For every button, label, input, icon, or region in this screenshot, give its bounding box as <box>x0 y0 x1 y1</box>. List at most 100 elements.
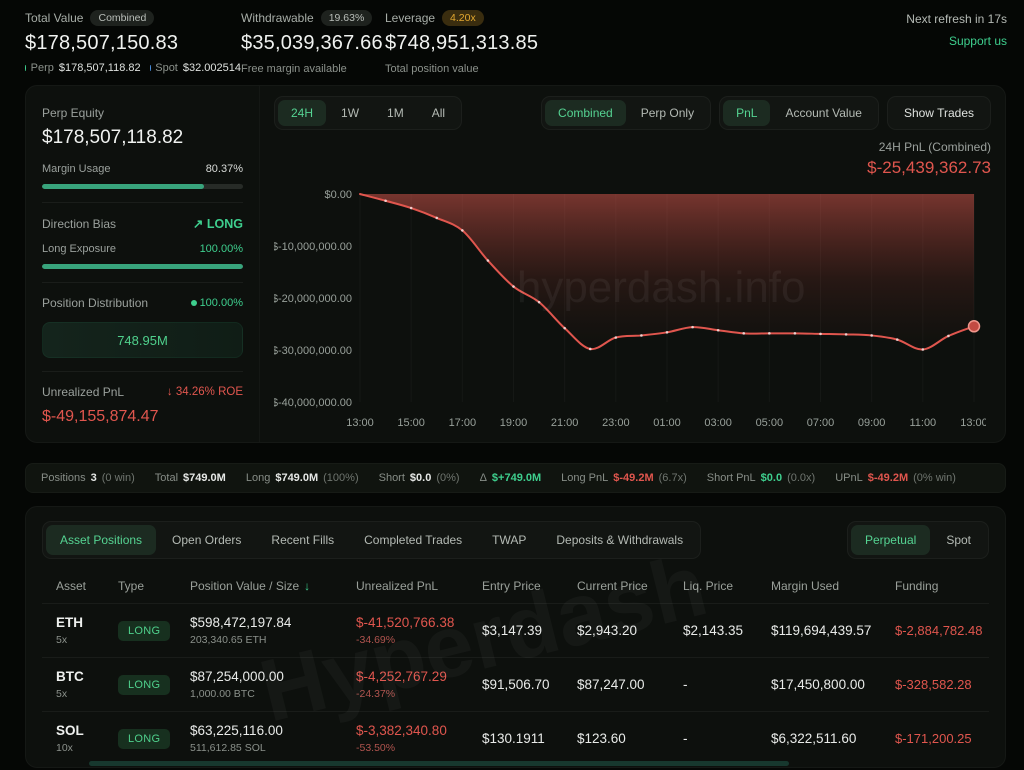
column-header-asset[interactable]: Asset <box>56 579 87 593</box>
mode-combined[interactable]: Combined <box>545 100 626 126</box>
margin-usage-label: Margin Usage <box>42 163 111 175</box>
arrow-down-icon: ↓ <box>166 386 173 398</box>
roe-value: ↓ 34.26% ROE <box>166 386 243 398</box>
range-all[interactable]: All <box>419 100 458 126</box>
column-header-type[interactable]: Type <box>118 579 145 593</box>
column-header-position-value-size[interactable]: Position Value / Size ↓ <box>190 579 311 593</box>
time-range-group: 24H 1W 1M All <box>274 96 463 130</box>
current-price-cell: $87,247.00 <box>577 677 645 692</box>
svg-text:03:00: 03:00 <box>704 417 732 429</box>
view-toggle-group: PnL Account Value <box>719 96 879 130</box>
column-header-funding[interactable]: Funding <box>895 579 939 593</box>
market-toggle-perpetual[interactable]: Perpetual <box>850 525 931 555</box>
equity-panel: Perp Equity $178,507,118.82 Margin Usage… <box>26 86 260 442</box>
svg-text:$-20,000,000.00: $-20,000,000.00 <box>274 293 352 305</box>
perp-equity-label: Perp Equity <box>42 106 105 120</box>
horizontal-scrollbar[interactable] <box>89 761 789 766</box>
support-us-link[interactable]: Support us <box>948 34 1007 48</box>
long-exposure-label: Long Exposure <box>42 243 116 255</box>
current-price-cell: $123.60 <box>577 731 626 746</box>
position-value-cell: $63,225,116.00 511,612.85 SOL <box>190 723 283 754</box>
asset-cell: BTC 5x <box>56 669 84 700</box>
market-toggle-spot[interactable]: Spot <box>932 525 985 555</box>
current-price-cell: $2,943.20 <box>577 623 638 638</box>
stat-total: Total $749.0M <box>154 472 226 484</box>
leverage-sub: Total position value <box>385 63 479 75</box>
svg-text:15:00: 15:00 <box>397 417 425 429</box>
column-header-margin-used[interactable]: Margin Used <box>771 579 840 593</box>
chart-end-marker <box>967 320 981 333</box>
total-value-block: Total Value Combined $178,507,150.83 Per… <box>25 10 241 74</box>
position-distribution-label: Position Distribution <box>42 296 149 310</box>
range-24h[interactable]: 24H <box>278 100 327 126</box>
tab-deposits-withdrawals[interactable]: Deposits & Withdrawals <box>542 525 697 555</box>
svg-text:$0.00: $0.00 <box>324 189 352 201</box>
position-row-sol[interactable]: SOL 10x LONG $63,225,116.00 511,612.85 SOL $-… <box>42 711 989 765</box>
svg-text:$-40,000,000.00: $-40,000,000.00 <box>274 397 352 409</box>
unrealized-pnl-cell: $-3,382,340.80 -53.50% <box>356 723 447 754</box>
svg-text:01:00: 01:00 <box>653 417 681 429</box>
type-cell: LONG <box>118 728 190 749</box>
spot-dot-icon <box>149 65 151 71</box>
position-row-btc[interactable]: BTC 5x LONG $87,254,000.00 1,000.00 BTC $-4,2… <box>42 657 989 711</box>
column-header-unrealized-pnl[interactable]: Unrealized PnL <box>356 579 439 593</box>
tab-open-orders[interactable]: Open Orders <box>158 525 255 555</box>
total-value: $178,507,150.83 <box>25 32 179 54</box>
chart-pnl-value: $-25,439,362.73 <box>867 158 991 177</box>
stat-upnl: UPnL $-49.2M (0% win) <box>835 472 956 484</box>
tab-twap[interactable]: TWAP <box>478 525 540 555</box>
position-row-eth[interactable]: ETH 5x LONG $598,472,197.84 203,340.65 ETH $-… <box>42 603 989 657</box>
direction-bias-label: Direction Bias <box>42 216 117 231</box>
mode-perp-only[interactable]: Perp Only <box>628 100 707 126</box>
stat-delta: Δ $+749.0M <box>479 472 542 484</box>
column-header-current-price[interactable]: Current Price <box>577 579 648 593</box>
combined-badge: Combined <box>90 10 155 26</box>
position-distribution-box: 748.95M <box>42 322 243 358</box>
withdrawable-sub: Free margin available <box>241 63 347 75</box>
tab-recent-fills[interactable]: Recent Fills <box>257 525 348 555</box>
long-badge: LONG <box>118 728 171 749</box>
svg-text:21:00: 21:00 <box>551 417 579 429</box>
tab-completed-trades[interactable]: Completed Trades <box>350 525 476 555</box>
range-1w[interactable]: 1W <box>328 100 372 126</box>
view-account-value[interactable]: Account Value <box>772 100 875 126</box>
perp-equity-value: $178,507,118.82 <box>42 127 184 148</box>
svg-text:$-30,000,000.00: $-30,000,000.00 <box>274 345 352 357</box>
funding-cell: $-328,582.28 <box>895 677 972 692</box>
position-value-cell: $87,254,000.00 1,000.00 BTC <box>190 669 284 700</box>
view-pnl[interactable]: PnL <box>723 100 771 126</box>
show-trades-button[interactable]: Show Trades <box>891 100 987 126</box>
svg-text:11:00: 11:00 <box>909 417 936 429</box>
leverage-block: Leverage 4.20x $748,951,313.85 Total pos… <box>385 10 605 75</box>
perp-value: $178,507,118.82 <box>58 62 141 74</box>
spot-label: Spot <box>155 62 178 74</box>
type-cell: LONG <box>118 674 190 695</box>
refresh-countdown: Next refresh in 17s <box>906 12 1007 26</box>
withdrawable-pct-badge: 19.63% <box>320 10 373 26</box>
position-value-cell: $598,472,197.84 203,340.65 ETH <box>190 615 292 646</box>
long-dot-icon <box>190 300 197 306</box>
sort-down-icon: ↓ <box>304 579 311 593</box>
margin-used-cell: $119,694,439.57 <box>771 623 872 638</box>
pnl-chart-svg[interactable]: 13:00 15:00 17:00 19:00 21:00 23:00 01:00 03:00… <box>272 180 988 432</box>
unrealized-pnl-cell: $-4,252,767.29 -24.37% <box>356 669 447 700</box>
table-header-row: Asset Type Position Value / Size ↓ Unrealize… <box>42 569 989 603</box>
liq-price-cell: $2,143.35 <box>683 623 744 638</box>
long-badge: LONG <box>118 674 171 695</box>
funding-cell: $-171,200.25 <box>895 731 972 746</box>
liq-price-cell: - <box>683 731 688 746</box>
column-header-liq-price[interactable]: Liq. Price <box>683 579 734 593</box>
range-1m[interactable]: 1M <box>374 100 417 126</box>
perp-dot-icon <box>25 65 26 71</box>
show-trades-group: Show Trades <box>886 96 991 130</box>
top-stats-header: Total Value Combined $178,507,150.83 Per… <box>0 0 1024 83</box>
leverage-value: $748,951,313.85 <box>385 32 539 54</box>
long-exposure-fill <box>42 264 243 269</box>
leverage-badge: 4.20x <box>442 10 484 26</box>
tab-asset-positions[interactable]: Asset Positions <box>46 525 157 555</box>
trend-up-icon: ↗ <box>192 217 204 231</box>
leverage-label: Leverage <box>385 11 436 25</box>
svg-text:07:00: 07:00 <box>807 417 835 429</box>
direction-bias-value: ↗ LONG <box>192 217 243 231</box>
column-header-entry-price[interactable]: Entry Price <box>482 579 541 593</box>
